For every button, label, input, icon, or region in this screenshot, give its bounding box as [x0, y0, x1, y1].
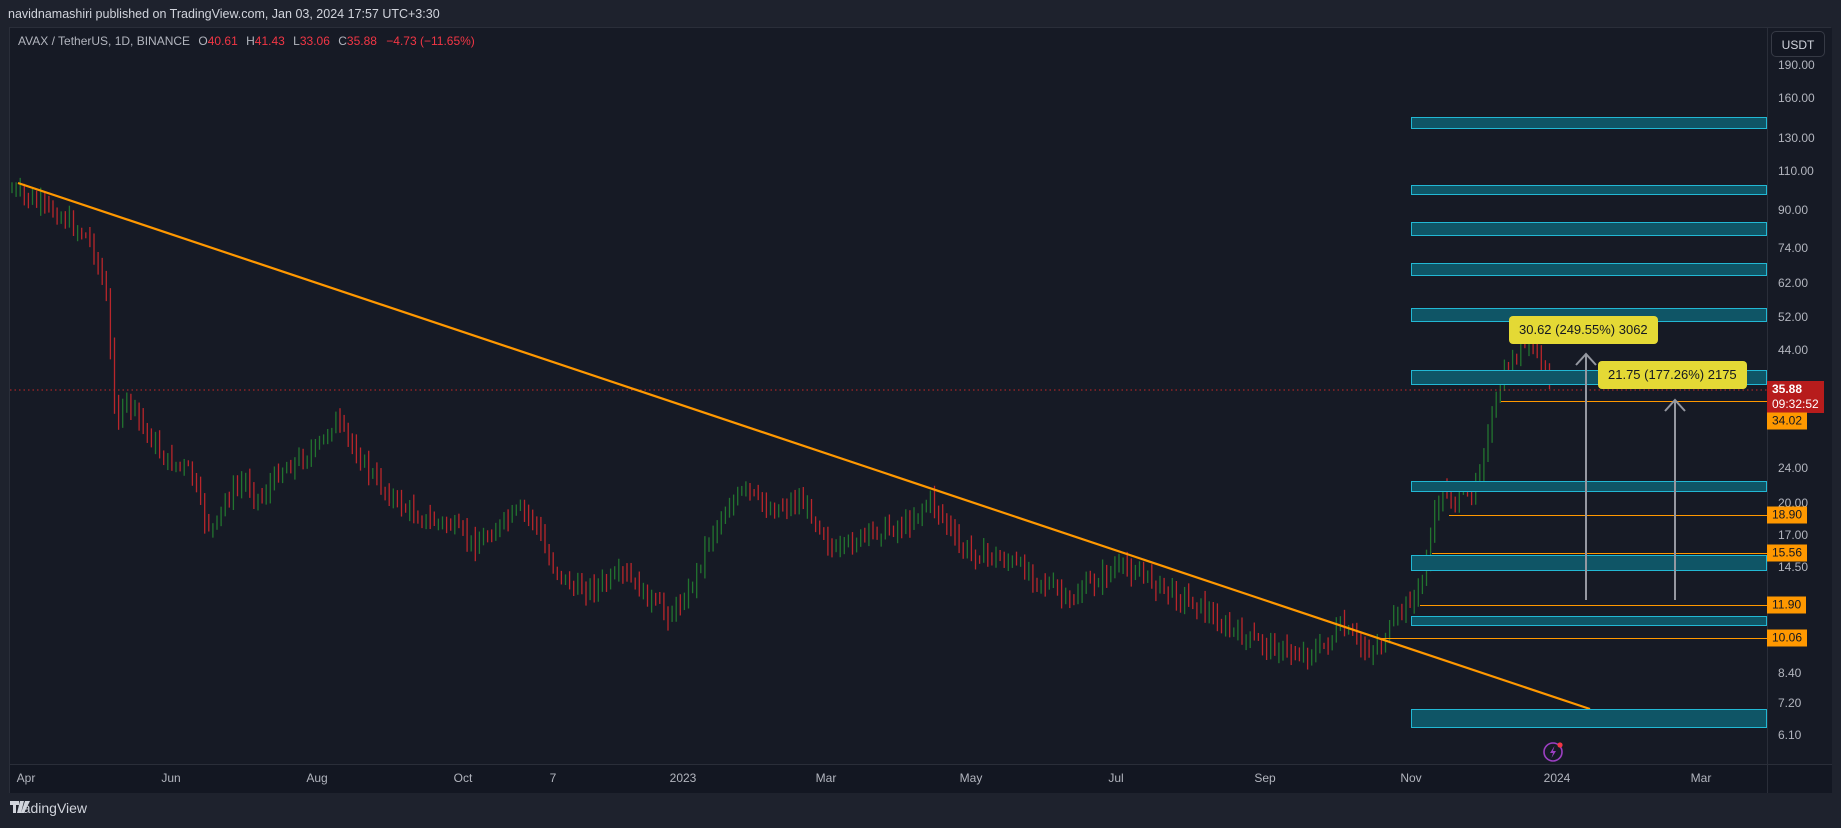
trendline[interactable] [17, 181, 1591, 711]
time-label: 2024 [1543, 771, 1571, 785]
tradingview-logo-icon [10, 801, 30, 813]
price-tick: 160.00 [1778, 91, 1815, 105]
level-price-tag: 15.56 [1767, 544, 1808, 562]
zone-rectangle[interactable] [1411, 481, 1767, 492]
horizontal-level-line[interactable] [1420, 605, 1767, 606]
time-label: Apr [16, 771, 36, 785]
time-axis[interactable] [10, 764, 1767, 793]
time-label: Sep [1254, 771, 1276, 785]
price-tick: 8.40 [1778, 666, 1802, 680]
level-price-tag: 10.06 [1767, 629, 1808, 647]
zone-rectangle[interactable] [1411, 222, 1767, 236]
price-tick: 14.50 [1778, 560, 1809, 574]
zone-rectangle[interactable] [1411, 263, 1767, 276]
time-label: Nov [1400, 771, 1422, 785]
close-value: 35.88 [346, 34, 377, 48]
horizontal-level-line[interactable] [1449, 515, 1767, 516]
ohlc-legend: AVAX / TetherUS, 1D, BINANCE O40.61 H41.… [18, 34, 475, 48]
level-price-tag: 18.90 [1767, 506, 1808, 524]
current-price-value: 35.88 [1772, 382, 1803, 396]
change-value: −4.73 (−11.65%) [386, 34, 475, 48]
low-value: 33.06 [299, 34, 330, 48]
footer-brand[interactable]: TradingView [10, 800, 87, 816]
horizontal-level-line[interactable] [1432, 553, 1767, 554]
price-tick: 6.10 [1778, 728, 1802, 742]
price-tick: 52.00 [1778, 310, 1809, 324]
lightning-icon[interactable] [1542, 741, 1564, 763]
price-tick: 44.00 [1778, 343, 1809, 357]
price-tick: 17.00 [1778, 528, 1809, 542]
zone-rectangle[interactable] [1411, 709, 1767, 728]
time-label: Oct [453, 771, 473, 785]
chart-plot-area[interactable] [10, 28, 1767, 764]
level-price-tag: 11.90 [1767, 596, 1807, 614]
time-label: Mar [815, 771, 837, 785]
level-price-tag: 34.02 [1767, 412, 1808, 430]
measure-callout[interactable]: 21.75 (177.26%) 2175 [1598, 361, 1747, 389]
price-tick: 7.20 [1778, 696, 1802, 710]
time-label: Mar [1690, 771, 1712, 785]
high-value: 41.43 [254, 34, 285, 48]
time-label: Jul [1108, 771, 1124, 785]
bar-countdown: 09:32:52 [1772, 397, 1819, 411]
zone-rectangle[interactable] [1411, 616, 1767, 626]
symbol-label[interactable]: AVAX / TetherUS, 1D, BINANCE [18, 34, 191, 48]
time-label: May [959, 771, 983, 785]
time-label: 2023 [669, 771, 697, 785]
measure-callout[interactable]: 30.62 (249.55%) 3062 [1509, 316, 1658, 344]
open-value: 40.61 [207, 34, 238, 48]
axis-corner [1767, 764, 1832, 793]
horizontal-level-line[interactable] [1381, 638, 1767, 639]
current-price-tag: 35.88 09:32:52 [1767, 381, 1824, 413]
price-tick: 90.00 [1778, 203, 1809, 217]
price-tick: 74.00 [1778, 241, 1809, 255]
zone-rectangle[interactable] [1411, 555, 1767, 571]
price-tick: 62.00 [1778, 276, 1809, 290]
time-label: Jun [161, 771, 181, 785]
price-tick: 24.00 [1778, 461, 1809, 475]
zone-rectangle[interactable] [1411, 185, 1767, 195]
time-label: 7 [549, 771, 557, 785]
currency-button[interactable]: USDT [1771, 31, 1825, 57]
price-bars [10, 177, 1767, 711]
price-tick: 190.00 [1778, 58, 1815, 72]
publish-info: navidnamashiri published on TradingView.… [8, 7, 440, 21]
price-tick: 110.00 [1778, 164, 1814, 178]
price-tick: 130.00 [1778, 131, 1815, 145]
time-label: Aug [306, 771, 328, 785]
brand-label: TradingView [10, 800, 88, 816]
zone-rectangle[interactable] [1411, 117, 1767, 129]
horizontal-level-line[interactable] [1501, 401, 1767, 402]
